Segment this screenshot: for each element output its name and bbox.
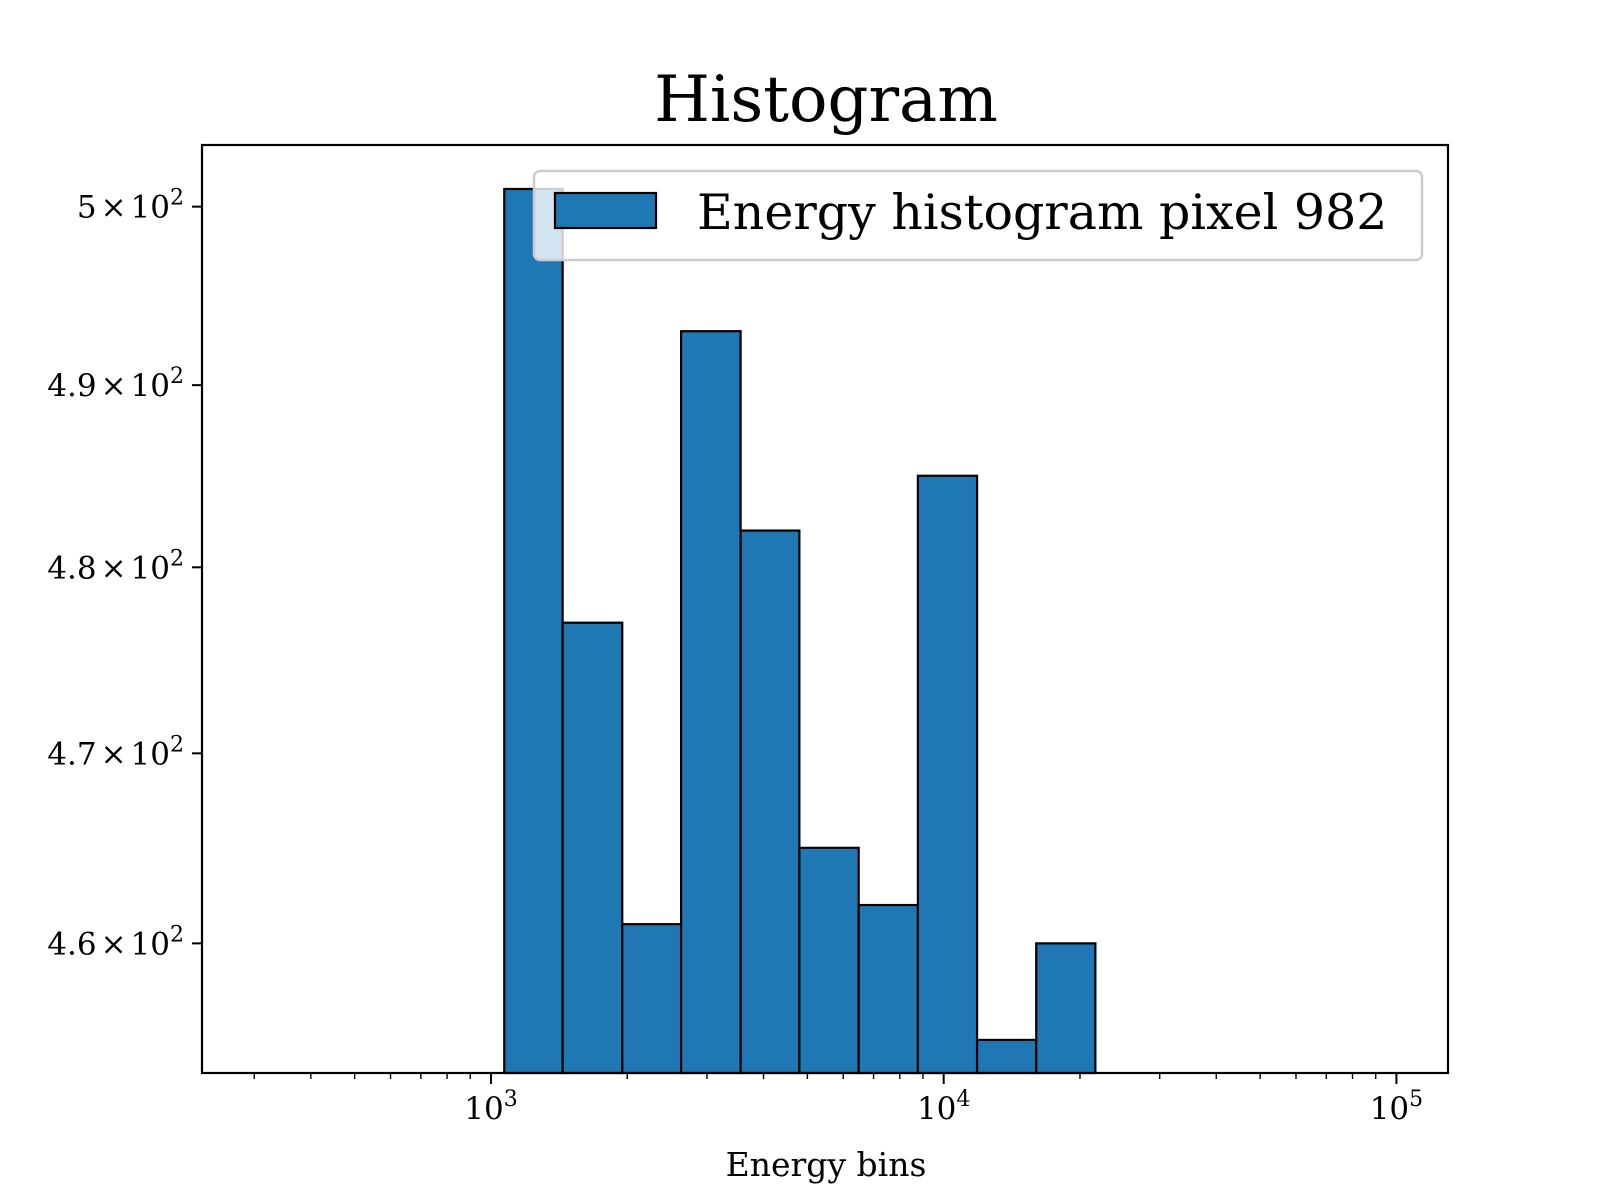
histogram-bar (1035, 942, 1097, 1075)
histogram-bar (798, 846, 860, 1075)
x-tick-label: 104 (917, 1087, 970, 1127)
y-tick-label: 4.9 × 102 (47, 364, 184, 404)
y-tick-label: 5 × 102 (77, 186, 184, 226)
x-tick-label: 105 (1370, 1087, 1423, 1127)
x-axis-label: Energy bins (726, 1145, 927, 1184)
legend: Energy histogram pixel 982 (532, 169, 1424, 262)
histogram-bar (503, 187, 564, 1075)
histogram-bar (679, 330, 742, 1075)
histogram-bar (561, 621, 624, 1075)
legend-label: Energy histogram pixel 982 (697, 184, 1387, 241)
y-axis: 4.6 × 102 4.7 × 102 4.8 × 102 4.9 × 102 5 × 102 (47, 186, 202, 962)
legend-swatch (553, 191, 658, 230)
histogram-bar (916, 474, 979, 1075)
histogram-bar (621, 923, 683, 1075)
histogram-bar (857, 903, 919, 1075)
histogram-bar (975, 1038, 1038, 1075)
chart-title: Histogram (654, 63, 998, 137)
bars-group (503, 187, 1097, 1075)
plot-frame (200, 143, 1450, 1075)
y-tick-label: 4.7 × 102 (47, 732, 184, 772)
y-tick-label: 4.6 × 102 (47, 922, 184, 962)
histogram-bar (739, 529, 801, 1075)
x-axis: 103 104 105 (253, 1073, 1423, 1127)
x-tick-label: 103 (464, 1087, 517, 1127)
legend-box (532, 169, 1424, 262)
y-tick-label: 4.8 × 102 (47, 546, 184, 586)
